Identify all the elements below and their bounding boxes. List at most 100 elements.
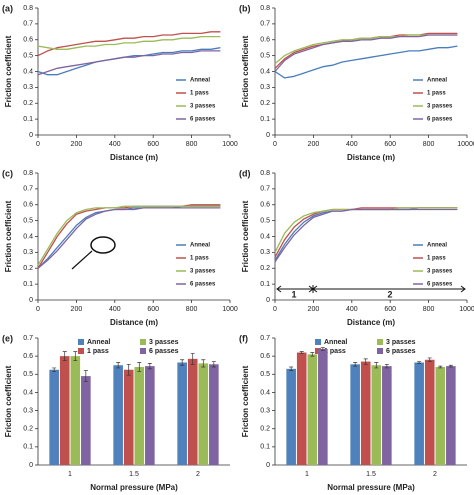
y-tick-label: 0.8	[260, 170, 270, 177]
legend-label: 3 passes	[190, 104, 216, 110]
error-bar	[310, 352, 315, 357]
y-tick-label: 0.2	[260, 426, 270, 433]
y-tick-label: 0.5	[260, 217, 270, 224]
error-bar	[299, 351, 304, 354]
series-line	[37, 50, 221, 76]
y-tick-label: 0.1	[260, 281, 270, 288]
series-line	[37, 35, 221, 50]
y-tick-label: 0.5	[260, 371, 270, 378]
legend-label: 3 passes	[149, 339, 179, 346]
legend-swatch	[140, 339, 146, 345]
y-tick-label: 0.6	[23, 353, 33, 360]
x-axis-label: Normal pressure (MPa)	[90, 483, 178, 492]
legend-label: Anneal	[190, 243, 210, 249]
legend-label: 1 pass	[87, 348, 109, 355]
x-tick-label: 800	[423, 306, 435, 313]
annotation-arrow	[276, 285, 466, 293]
series-line	[37, 207, 221, 269]
bar	[382, 366, 392, 465]
y-tick-label: 0.1	[23, 116, 33, 123]
y-tick-label: 0	[29, 462, 33, 469]
legend-label: Anneal	[427, 243, 447, 249]
x-tick-label: 800	[186, 306, 198, 313]
bar	[296, 352, 307, 465]
y-tick-label: 0.5	[23, 52, 33, 59]
series-line	[274, 34, 458, 72]
legend-label: Anneal	[87, 339, 110, 346]
error-bar	[147, 363, 152, 370]
y-tick-label: 0.6	[23, 202, 33, 209]
y-axis-label: Friction coefficient	[241, 365, 250, 437]
error-bar	[353, 362, 358, 367]
y-tick-label: 0.2	[260, 265, 270, 272]
y-tick-label: 0.6	[23, 37, 33, 44]
legend-label: Anneal	[427, 78, 447, 84]
legend-swatch	[377, 339, 383, 345]
error-bar	[62, 351, 67, 362]
x-tick-label: 2	[433, 471, 437, 478]
legend-label: 3 passes	[427, 104, 453, 110]
y-tick-label: 0.6	[260, 37, 270, 44]
series-line	[274, 207, 458, 258]
y-tick-label: 0	[266, 297, 270, 304]
error-bar	[417, 361, 422, 364]
y-tick-label: 0.3	[260, 407, 270, 414]
y-tick-label: 0.4	[23, 233, 33, 240]
y-tick-label: 0.2	[23, 265, 33, 272]
y-tick-label: 0.5	[23, 217, 33, 224]
x-axis-label: Distance (m)	[110, 318, 158, 327]
bar	[145, 366, 155, 465]
x-tick-label: 1.5	[366, 471, 376, 478]
y-tick-label: 0.7	[260, 335, 270, 342]
legend-label: 3 passes	[386, 339, 416, 346]
panel-label: (c)	[2, 168, 13, 178]
error-bar	[190, 353, 195, 365]
bar	[414, 362, 424, 465]
legend-label: 1 pass	[190, 256, 209, 262]
bar	[134, 367, 145, 465]
bar	[350, 364, 360, 465]
y-tick-label: 0.7	[260, 21, 270, 28]
legend-swatch	[315, 348, 321, 354]
series-line	[274, 208, 458, 263]
legend-label: 1 pass	[324, 348, 346, 355]
legend-swatch	[315, 339, 321, 345]
bar	[209, 364, 219, 465]
x-tick-label: 400	[109, 141, 121, 148]
bar	[360, 361, 371, 465]
legend-label: 1 pass	[427, 91, 446, 97]
bar	[177, 362, 187, 465]
series-line	[37, 31, 221, 57]
error-bar	[427, 357, 432, 362]
x-axis-label: Normal pressure (MPa)	[327, 483, 415, 492]
error-bar	[438, 365, 443, 369]
bar	[371, 365, 382, 465]
series-line	[37, 205, 221, 266]
x-tick-label: 1.5	[129, 471, 139, 478]
legend-swatch	[140, 348, 146, 354]
y-tick-label: 0.5	[23, 371, 33, 378]
x-axis-label: Distance (m)	[347, 153, 395, 162]
bar	[59, 356, 70, 465]
legend-label: 1 pass	[427, 256, 446, 262]
x-tick-label: 10000	[457, 141, 474, 148]
y-tick-label: 0.5	[260, 52, 270, 59]
y-tick-label: 0.4	[260, 389, 270, 396]
bar	[187, 358, 198, 465]
y-axis-label: Friction coefficient	[4, 365, 13, 437]
legend-label: 6 passes	[427, 282, 453, 288]
x-tick-label: 0	[36, 306, 40, 313]
y-tick-label: 0	[29, 297, 33, 304]
y-tick-label: 0.3	[23, 84, 33, 91]
x-tick-label: 1	[68, 471, 72, 478]
bar	[198, 363, 209, 465]
y-tick-label: 0.7	[260, 186, 270, 193]
highlight-ellipse	[90, 236, 116, 254]
error-bar	[83, 370, 88, 382]
y-tick-label: 0.8	[23, 5, 33, 12]
annotation: 2	[387, 289, 392, 299]
y-axis-label: Friction coefficient	[241, 35, 250, 107]
y-axis-label: Friction coefficient	[241, 200, 250, 272]
bar	[49, 369, 59, 465]
